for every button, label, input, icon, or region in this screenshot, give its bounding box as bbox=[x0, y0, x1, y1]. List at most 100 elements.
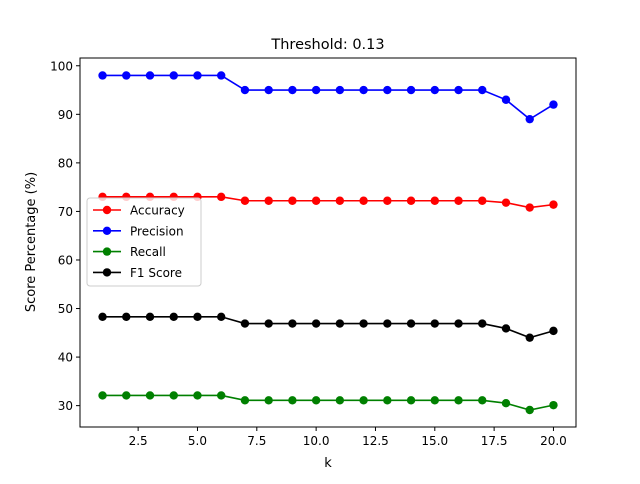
data-point-recall bbox=[454, 396, 463, 405]
data-point-precision bbox=[288, 85, 297, 95]
legend-label: Recall bbox=[130, 245, 166, 259]
data-point-f1-score bbox=[311, 319, 321, 328]
data-point-precision bbox=[430, 85, 439, 95]
data-point-precision bbox=[193, 71, 202, 80]
data-point-recall bbox=[122, 391, 131, 400]
data-point-f1-score bbox=[430, 319, 439, 328]
data-point-recall bbox=[549, 400, 558, 410]
data-point-f1-score bbox=[501, 324, 511, 333]
x-tick-label: 7.5 bbox=[247, 434, 266, 448]
data-point-accuracy bbox=[240, 196, 250, 205]
legend-marker bbox=[102, 247, 112, 256]
data-point-precision bbox=[454, 85, 463, 95]
x-axis-label: k bbox=[324, 456, 332, 471]
plot-series bbox=[98, 71, 558, 415]
x-tick-label: 17.5 bbox=[481, 434, 508, 448]
data-point-precision bbox=[169, 71, 178, 80]
y-tick-label: 60 bbox=[58, 253, 73, 267]
data-point-recall bbox=[501, 399, 511, 408]
data-point-f1-score bbox=[145, 312, 155, 321]
data-point-recall bbox=[240, 396, 250, 405]
x-tick-label: 2.5 bbox=[129, 434, 148, 448]
x-tick-label: 12.5 bbox=[362, 434, 389, 448]
legend-entry-precision: Precision bbox=[93, 224, 184, 238]
legend-label: F1 Score bbox=[130, 266, 182, 280]
data-point-precision bbox=[98, 71, 107, 80]
data-point-f1-score bbox=[169, 312, 178, 321]
y-tick-label: 90 bbox=[58, 108, 73, 122]
x-tick-label: 15.0 bbox=[421, 434, 448, 448]
y-tick-label: 80 bbox=[58, 156, 73, 170]
data-point-recall bbox=[359, 396, 368, 405]
data-point-f1-score bbox=[359, 319, 368, 328]
legend-marker bbox=[102, 268, 112, 277]
data-point-accuracy bbox=[549, 200, 558, 209]
y-tick-label: 100 bbox=[50, 59, 73, 73]
series-recall bbox=[98, 391, 558, 415]
legend: Accuracy Precision Recall F1 Score bbox=[86, 197, 202, 287]
legend-entry-accuracy: Accuracy bbox=[93, 204, 185, 218]
data-point-f1-score bbox=[264, 319, 273, 328]
data-point-accuracy bbox=[335, 196, 345, 205]
data-point-recall bbox=[383, 396, 392, 405]
data-point-accuracy bbox=[217, 192, 226, 202]
data-point-f1-score bbox=[217, 312, 226, 321]
data-point-recall bbox=[193, 391, 202, 400]
data-point-precision bbox=[549, 100, 558, 109]
series-line-f1-score bbox=[102, 315, 554, 339]
y-tick-label: 50 bbox=[58, 302, 73, 316]
y-tick-label: 30 bbox=[58, 399, 73, 413]
data-point-accuracy bbox=[288, 196, 297, 205]
legend-marker bbox=[102, 226, 112, 235]
series-precision bbox=[98, 71, 558, 124]
data-point-precision bbox=[359, 85, 368, 95]
legend-entry-f1-score: F1 Score bbox=[93, 266, 182, 280]
legend-label: Precision bbox=[130, 224, 184, 238]
data-point-f1-score bbox=[454, 319, 463, 328]
data-point-recall bbox=[98, 391, 107, 400]
data-point-accuracy bbox=[501, 198, 511, 207]
data-point-accuracy bbox=[406, 196, 416, 205]
data-point-recall bbox=[169, 391, 178, 400]
data-point-accuracy bbox=[359, 196, 368, 205]
data-point-recall bbox=[288, 396, 297, 405]
data-point-precision bbox=[501, 95, 511, 104]
chart-title: Threshold: 0.13 bbox=[270, 37, 384, 53]
data-point-recall bbox=[145, 391, 155, 400]
data-point-f1-score bbox=[383, 319, 392, 328]
data-point-accuracy bbox=[264, 196, 273, 205]
data-point-precision bbox=[311, 85, 321, 95]
data-point-f1-score bbox=[549, 326, 558, 336]
data-point-f1-score bbox=[193, 312, 202, 321]
data-point-recall bbox=[430, 396, 439, 405]
x-tick-label: 5.0 bbox=[188, 434, 207, 448]
legend-frame bbox=[86, 197, 202, 287]
data-point-accuracy bbox=[430, 196, 439, 205]
data-point-accuracy bbox=[383, 196, 392, 205]
x-tick-label: 20.0 bbox=[540, 434, 567, 448]
data-point-precision bbox=[383, 85, 392, 95]
data-point-f1-score bbox=[478, 319, 487, 328]
data-point-f1-score bbox=[122, 312, 131, 321]
data-point-f1-score bbox=[406, 319, 416, 328]
axis-ticks: 2.5 5.0 7.5 10.0 12.5 15.0 17.5 20.0 30 40 50 60 70 8… bbox=[50, 59, 567, 448]
data-point-accuracy bbox=[525, 203, 534, 212]
data-point-f1-score bbox=[98, 312, 107, 321]
data-point-accuracy bbox=[454, 196, 463, 205]
data-point-f1-score bbox=[288, 319, 297, 328]
data-point-recall bbox=[478, 396, 487, 405]
data-point-precision bbox=[217, 71, 226, 80]
legend-label: Accuracy bbox=[130, 204, 185, 218]
data-point-precision bbox=[122, 71, 131, 80]
data-point-f1-score bbox=[525, 333, 534, 342]
data-point-accuracy bbox=[311, 196, 321, 205]
data-point-f1-score bbox=[240, 319, 250, 328]
y-tick-label: 40 bbox=[58, 351, 73, 365]
legend-marker bbox=[102, 205, 112, 215]
plot-area-frame bbox=[79, 57, 577, 428]
data-point-precision bbox=[335, 85, 345, 95]
data-point-precision bbox=[240, 85, 250, 95]
legend-entry-recall: Recall bbox=[93, 245, 166, 259]
